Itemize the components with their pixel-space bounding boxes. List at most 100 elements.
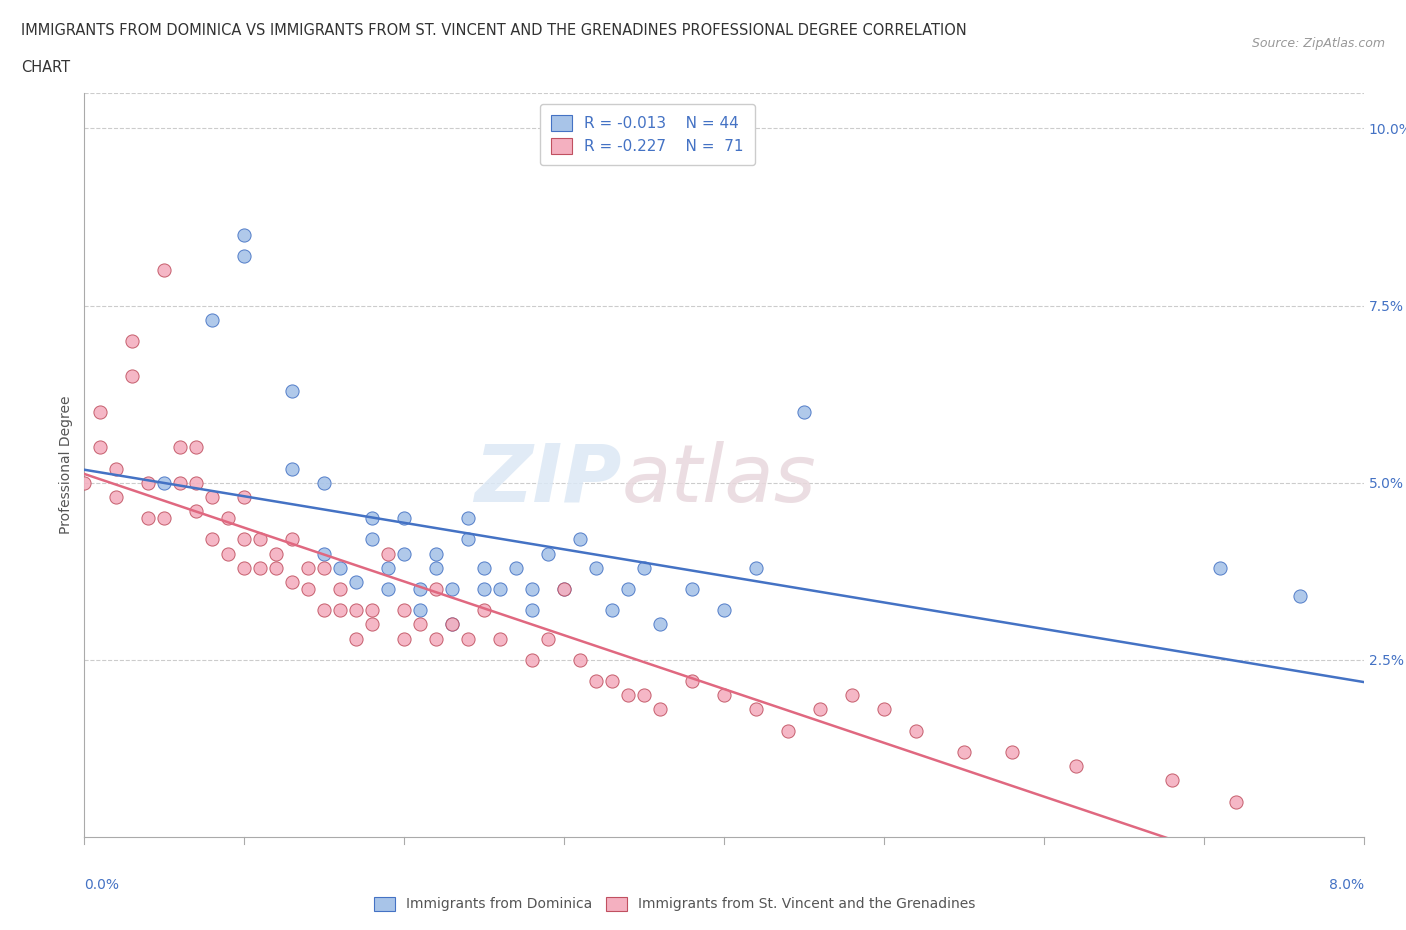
Point — [425, 546, 447, 561]
Point — [201, 532, 224, 547]
Point — [648, 617, 672, 631]
Point — [681, 673, 703, 688]
Point — [153, 475, 176, 490]
Point — [105, 461, 128, 476]
Point — [522, 603, 544, 618]
Point — [905, 724, 928, 738]
Point — [361, 603, 384, 618]
Point — [457, 631, 479, 646]
Point — [314, 475, 336, 490]
Point — [394, 511, 416, 525]
Point — [121, 369, 143, 384]
Point — [713, 603, 735, 618]
Point — [745, 560, 768, 575]
Point — [1064, 759, 1087, 774]
Point — [344, 575, 367, 590]
Point — [585, 673, 607, 688]
Point — [233, 489, 256, 504]
Point — [457, 511, 479, 525]
Point — [569, 653, 592, 668]
Point — [201, 312, 224, 327]
Point — [281, 575, 304, 590]
Text: 8.0%: 8.0% — [1329, 878, 1364, 892]
Point — [314, 546, 336, 561]
Point — [121, 334, 143, 349]
Point — [873, 702, 896, 717]
Point — [569, 532, 592, 547]
Point — [138, 475, 160, 490]
Point — [233, 560, 256, 575]
Point — [537, 546, 560, 561]
Point — [681, 581, 703, 596]
Point — [457, 532, 479, 547]
Point — [617, 688, 640, 703]
Point — [377, 560, 399, 575]
Point — [314, 560, 336, 575]
Text: 0.0%: 0.0% — [84, 878, 120, 892]
Point — [1225, 794, 1247, 809]
Point — [522, 581, 544, 596]
Point — [425, 581, 447, 596]
Point — [409, 603, 432, 618]
Point — [217, 511, 239, 525]
Point — [186, 504, 208, 519]
Point — [264, 546, 288, 561]
Point — [394, 546, 416, 561]
Point — [89, 440, 111, 455]
Point — [585, 560, 607, 575]
Point — [441, 617, 464, 631]
Point — [553, 581, 575, 596]
Point — [233, 248, 256, 263]
Point — [249, 560, 271, 575]
Point — [329, 581, 352, 596]
Text: Source: ZipAtlas.com: Source: ZipAtlas.com — [1251, 37, 1385, 50]
Point — [361, 532, 384, 547]
Point — [953, 745, 976, 760]
Point — [553, 581, 575, 596]
Point — [394, 603, 416, 618]
Point — [425, 631, 447, 646]
Point — [1001, 745, 1024, 760]
Point — [409, 617, 432, 631]
Point — [377, 581, 399, 596]
Point — [89, 405, 111, 419]
Point — [600, 603, 623, 618]
Point — [1209, 560, 1232, 575]
Point — [169, 440, 191, 455]
Text: atlas: atlas — [621, 441, 817, 519]
Point — [105, 489, 128, 504]
Point — [138, 511, 160, 525]
Point — [489, 631, 512, 646]
Point — [472, 603, 495, 618]
Point — [73, 475, 96, 490]
Point — [281, 383, 304, 398]
Point — [169, 475, 191, 490]
Point — [297, 560, 319, 575]
Point — [808, 702, 831, 717]
Y-axis label: Professional Degree: Professional Degree — [59, 396, 73, 534]
Legend: R = -0.013    N = 44, R = -0.227    N =  71: R = -0.013 N = 44, R = -0.227 N = 71 — [540, 104, 755, 165]
Point — [186, 475, 208, 490]
Point — [361, 511, 384, 525]
Point — [648, 702, 672, 717]
Point — [600, 673, 623, 688]
Point — [153, 511, 176, 525]
Point — [472, 560, 495, 575]
Point — [522, 653, 544, 668]
Point — [153, 262, 176, 277]
Text: IMMIGRANTS FROM DOMINICA VS IMMIGRANTS FROM ST. VINCENT AND THE GRENADINES PROFE: IMMIGRANTS FROM DOMINICA VS IMMIGRANTS F… — [21, 23, 967, 38]
Point — [394, 631, 416, 646]
Point — [776, 724, 799, 738]
Text: CHART: CHART — [21, 60, 70, 75]
Point — [489, 581, 512, 596]
Point — [1161, 773, 1184, 788]
Point — [201, 489, 224, 504]
Point — [233, 532, 256, 547]
Text: ZIP: ZIP — [474, 441, 621, 519]
Point — [329, 560, 352, 575]
Point — [793, 405, 815, 419]
Point — [217, 546, 239, 561]
Point — [344, 631, 367, 646]
Point — [441, 581, 464, 596]
Point — [633, 560, 655, 575]
